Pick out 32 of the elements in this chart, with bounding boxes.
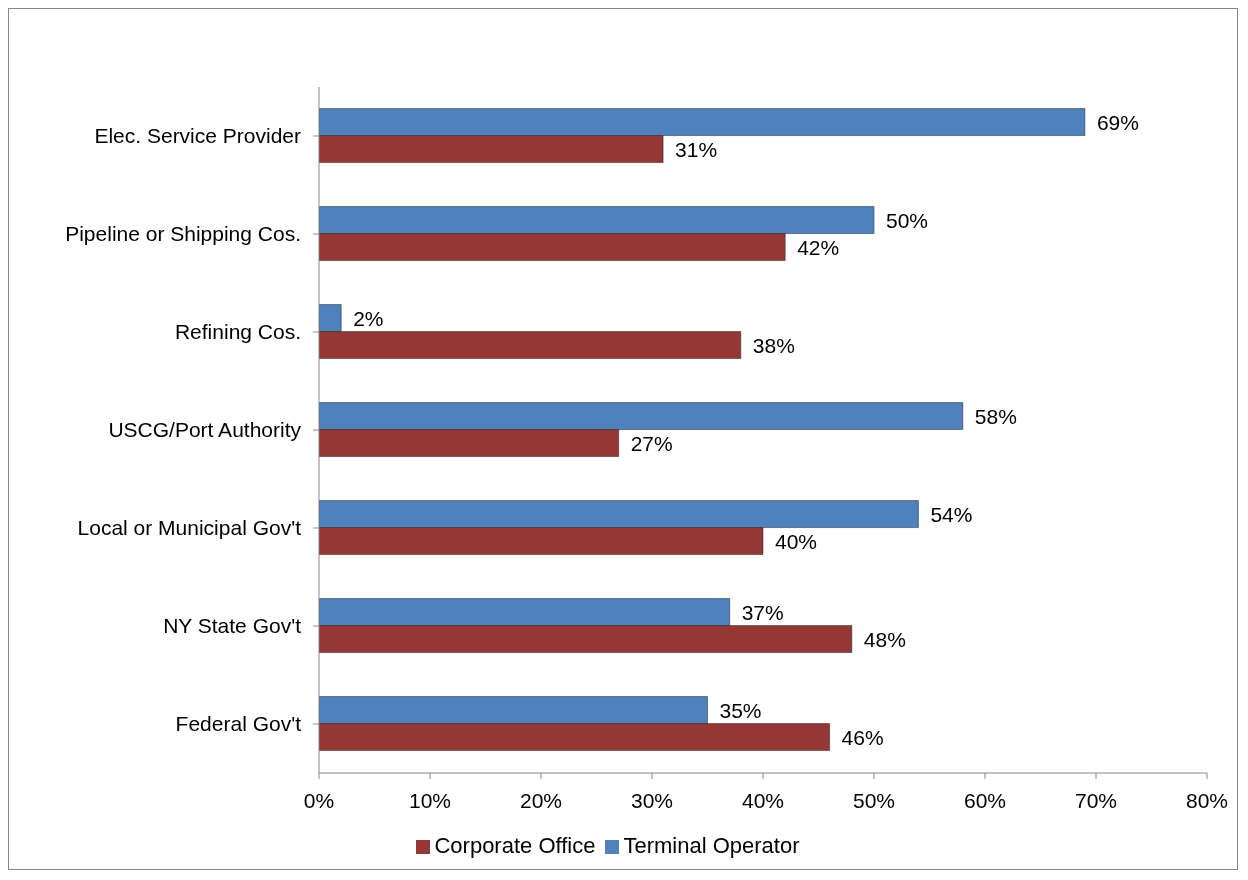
- y-tick-label: NY State Gov't: [163, 614, 302, 638]
- data-label: 46%: [841, 725, 884, 749]
- x-tick-label: 0%: [303, 788, 335, 812]
- legend-label: Corporate Office: [434, 833, 596, 858]
- x-tick-label: 70%: [1074, 788, 1118, 812]
- y-tick-label: Pipeline or Shipping Cos.: [65, 222, 301, 246]
- y-tick-label: USCG/Port Authority: [108, 418, 302, 442]
- x-tick-label: 60%: [963, 788, 1007, 812]
- y-tick-label: Local or Municipal Gov't: [77, 516, 302, 540]
- x-tick-label: 10%: [408, 788, 452, 812]
- data-label: 27%: [630, 431, 673, 455]
- legend-label: Terminal Operator: [623, 833, 800, 858]
- data-label: 31%: [675, 137, 718, 161]
- y-tick-label: Refining Cos.: [174, 320, 301, 344]
- data-label: 38%: [752, 333, 795, 357]
- data-label: 54%: [930, 502, 973, 526]
- data-label: 2%: [353, 306, 384, 330]
- x-tick-label: 20%: [519, 788, 563, 812]
- data-label: 35%: [719, 698, 762, 722]
- y-tick-label: Elec. Service Provider: [94, 124, 301, 148]
- data-label: 48%: [863, 627, 906, 651]
- x-tick-label: 50%: [852, 788, 896, 812]
- y-tick-label: Federal Gov't: [175, 712, 302, 736]
- data-label: 42%: [797, 235, 840, 259]
- x-tick-label: 80%: [1185, 788, 1229, 812]
- data-label: 69%: [1096, 110, 1139, 134]
- data-label: 58%: [974, 404, 1017, 428]
- data-label: 40%: [775, 529, 818, 553]
- x-tick-label: 40%: [741, 788, 785, 812]
- data-label: 50%: [886, 208, 929, 232]
- x-tick-label: 30%: [630, 788, 674, 812]
- data-label: 37%: [741, 600, 784, 624]
